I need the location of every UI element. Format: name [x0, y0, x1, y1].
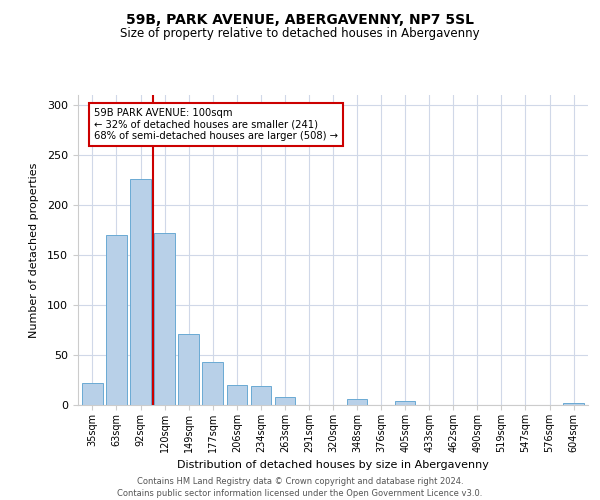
Bar	[275, 397, 295, 405]
Bar	[130, 179, 151, 405]
Text: 59B PARK AVENUE: 100sqm
← 32% of detached houses are smaller (241)
68% of semi-d: 59B PARK AVENUE: 100sqm ← 32% of detache…	[94, 108, 338, 141]
Bar	[178, 334, 199, 405]
Bar	[347, 399, 367, 405]
Text: Contains public sector information licensed under the Open Government Licence v3: Contains public sector information licen…	[118, 489, 482, 498]
Text: Size of property relative to detached houses in Abergavenny: Size of property relative to detached ho…	[120, 28, 480, 40]
Bar	[82, 383, 103, 405]
Y-axis label: Number of detached properties: Number of detached properties	[29, 162, 39, 338]
Bar	[395, 401, 415, 405]
X-axis label: Distribution of detached houses by size in Abergavenny: Distribution of detached houses by size …	[177, 460, 489, 470]
Bar	[154, 233, 175, 405]
Bar	[563, 403, 584, 405]
Bar	[251, 386, 271, 405]
Text: Contains HM Land Registry data © Crown copyright and database right 2024.: Contains HM Land Registry data © Crown c…	[137, 478, 463, 486]
Bar	[227, 385, 247, 405]
Bar	[106, 235, 127, 405]
Text: 59B, PARK AVENUE, ABERGAVENNY, NP7 5SL: 59B, PARK AVENUE, ABERGAVENNY, NP7 5SL	[126, 12, 474, 26]
Bar	[202, 362, 223, 405]
